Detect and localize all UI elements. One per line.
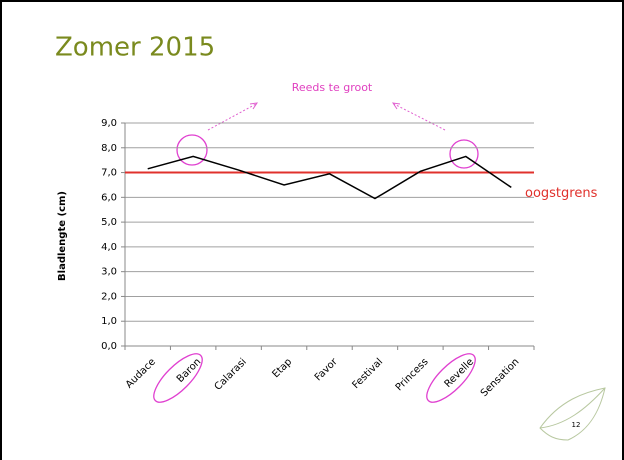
page-number: 12 [572, 421, 581, 429]
y-tick-label: 2,0 [101, 291, 117, 302]
y-tick-label: 9,0 [101, 118, 117, 129]
threshold-label: oogstgrens [525, 186, 598, 201]
y-tick-label: 3,0 [101, 267, 117, 278]
y-axis-label: Bladlengte (cm) [57, 191, 68, 281]
annotation: Reeds te groot [292, 81, 373, 94]
chart-title: Zomer 2015 [55, 33, 215, 63]
y-tick-label: 8,0 [101, 143, 117, 154]
y-tick-label: 5,0 [101, 217, 117, 228]
annotation-arrows [207, 102, 446, 131]
y-tick-label: 0,0 [101, 341, 117, 352]
y-tick-label: 4,0 [101, 242, 117, 253]
highlight-circles [153, 134, 479, 403]
y-tick-label: 7,0 [101, 168, 117, 179]
data-line [147, 155, 512, 200]
y-tick-label: 1,0 [101, 316, 117, 327]
y-tick-label: 6,0 [101, 192, 117, 203]
leaf-decoration [539, 387, 606, 441]
